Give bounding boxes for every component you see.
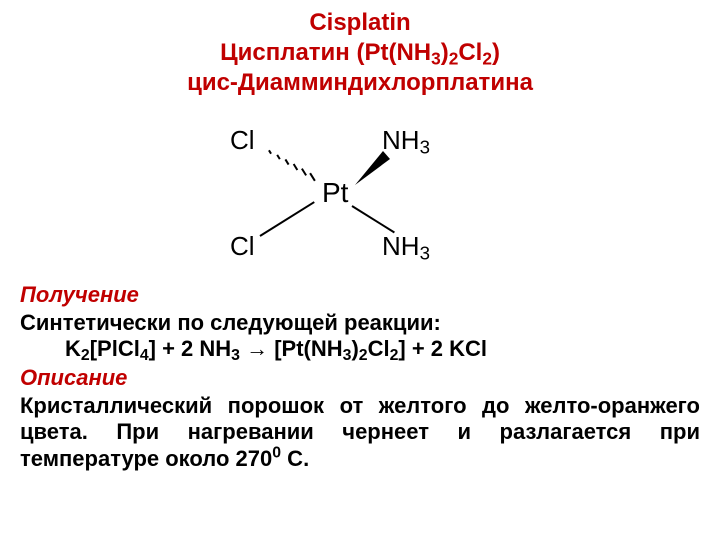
atom-pt: Pt	[322, 177, 348, 209]
bond-solid-cl	[259, 201, 314, 237]
atom-cl-bottom: Cl	[230, 231, 255, 262]
eq-s3: 3	[231, 347, 240, 364]
title-block: Cisplatin Цисплатин (Pt(NH3)2Cl2) цис-Ди…	[0, 0, 720, 98]
nh3-bot-main: NH	[382, 231, 420, 261]
title2-mid: )	[441, 39, 449, 66]
title2-sub2: 2	[449, 48, 459, 68]
eq-s5: 2	[359, 347, 368, 364]
eq-p2: [PlCl	[90, 336, 140, 361]
desc-p2: С.	[281, 446, 309, 471]
eq-s2: 4	[140, 347, 149, 364]
bond-solid-nh3	[351, 205, 394, 233]
desc-sup: 0	[272, 444, 281, 461]
preparation-body: Синтетически по следующей реакции:	[20, 310, 700, 336]
atom-cl-top: Cl	[230, 125, 255, 156]
eq-p3: ] + 2 NH	[149, 336, 232, 361]
heading-description: Описание	[20, 365, 700, 391]
nh3-bot-sub: 3	[420, 243, 430, 264]
desc-p1: Кристаллический порошок от желтого до же…	[20, 393, 700, 471]
title-line-3: цис-Диамминдихлорплатина	[0, 68, 720, 98]
slide: Cisplatin Цисплатин (Pt(NH3)2Cl2) цис-Ди…	[0, 0, 720, 540]
title2-sub1: 3	[431, 48, 441, 68]
atom-nh3-bottom: NH3	[382, 231, 430, 262]
eq-p5: )	[351, 336, 358, 361]
title2-sub3: 2	[482, 48, 492, 68]
eq-p6: Cl	[368, 336, 390, 361]
nh3-top-sub: 3	[420, 137, 430, 158]
eq-p1: K	[65, 336, 81, 361]
eq-p7: ] + 2 KCl	[398, 336, 487, 361]
equation: K2[PlCl4] + 2 NH3 → [Pt(NH3)2Cl2] + 2 KC…	[20, 336, 700, 362]
title2-pre: Цисплатин (Pt(NH	[220, 39, 431, 66]
body-block: Получение Синтетически по следующей реак…	[20, 280, 700, 472]
eq-p4: → [Pt(NH	[240, 336, 343, 361]
title2-mid2: Cl	[458, 39, 482, 66]
title2-end: )	[492, 39, 500, 66]
description-body: Кристаллический порошок от желтого до же…	[20, 393, 700, 472]
eq-s1: 2	[81, 347, 90, 364]
structure-diagram: Pt Cl Cl NH3 NH3	[210, 115, 470, 265]
title-line-2: Цисплатин (Pt(NH3)2Cl2)	[0, 38, 720, 68]
title-line-1: Cisplatin	[0, 8, 720, 38]
bond-wedge-nh3	[350, 149, 395, 189]
heading-preparation: Получение	[20, 282, 700, 308]
